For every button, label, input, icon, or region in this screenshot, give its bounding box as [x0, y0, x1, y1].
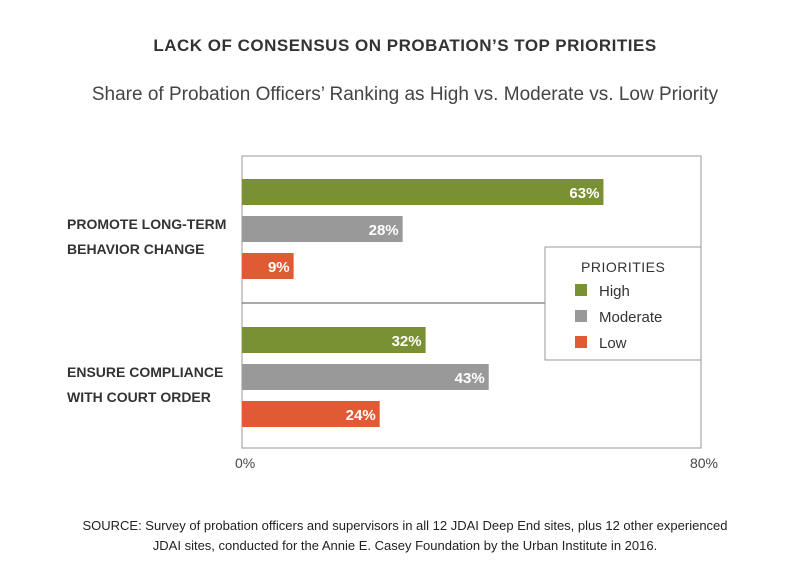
legend-label: Low — [599, 335, 627, 352]
category-label: PROMOTE LONG-TERM — [67, 216, 226, 232]
source-text: SOURCE: Survey of probation officers and… — [82, 518, 728, 553]
category-label: WITH COURT ORDER — [67, 389, 211, 405]
data-label: 63% — [569, 185, 599, 202]
data-label: 24% — [346, 407, 376, 424]
category-label: ENSURE COMPLIANCE — [67, 364, 223, 380]
bar-high — [242, 327, 426, 353]
legend-label: High — [599, 283, 630, 300]
data-label: 28% — [369, 222, 399, 239]
legend-swatch-high — [575, 284, 587, 296]
legend-title: PRIORITIES — [581, 259, 665, 275]
source-note: SOURCE: Survey of probation officers and… — [0, 516, 810, 556]
bar-low — [242, 401, 380, 427]
legend-label: Moderate — [599, 309, 662, 326]
bar-moderate — [242, 216, 403, 242]
category-label: BEHAVIOR CHANGE — [67, 241, 204, 257]
bar-low — [242, 253, 294, 279]
data-label: 9% — [268, 259, 290, 276]
x-tick-label: 80% — [690, 455, 718, 471]
data-label: 43% — [455, 370, 485, 387]
x-tick-label: 0% — [235, 455, 255, 471]
data-label: 32% — [392, 333, 422, 350]
legend-swatch-low — [575, 336, 587, 348]
legend-swatch-moderate — [575, 310, 587, 322]
chart-title: LACK OF CONSENSUS ON PROBATION’S TOP PRI… — [153, 36, 657, 55]
bar-moderate — [242, 364, 489, 390]
bar-high — [242, 179, 604, 205]
chart-subtitle: Share of Probation Officers’ Ranking as … — [91, 84, 719, 105]
legend: PRIORITIES High Moderate Low — [544, 246, 702, 361]
legend-box — [544, 246, 702, 361]
